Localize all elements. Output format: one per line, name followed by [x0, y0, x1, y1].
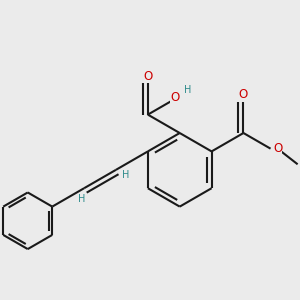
Text: O: O: [170, 91, 180, 104]
Text: H: H: [184, 85, 191, 95]
Text: O: O: [239, 88, 248, 101]
Text: O: O: [143, 70, 152, 83]
Text: O: O: [273, 142, 282, 155]
Text: H: H: [122, 170, 130, 181]
Text: H: H: [78, 194, 85, 204]
